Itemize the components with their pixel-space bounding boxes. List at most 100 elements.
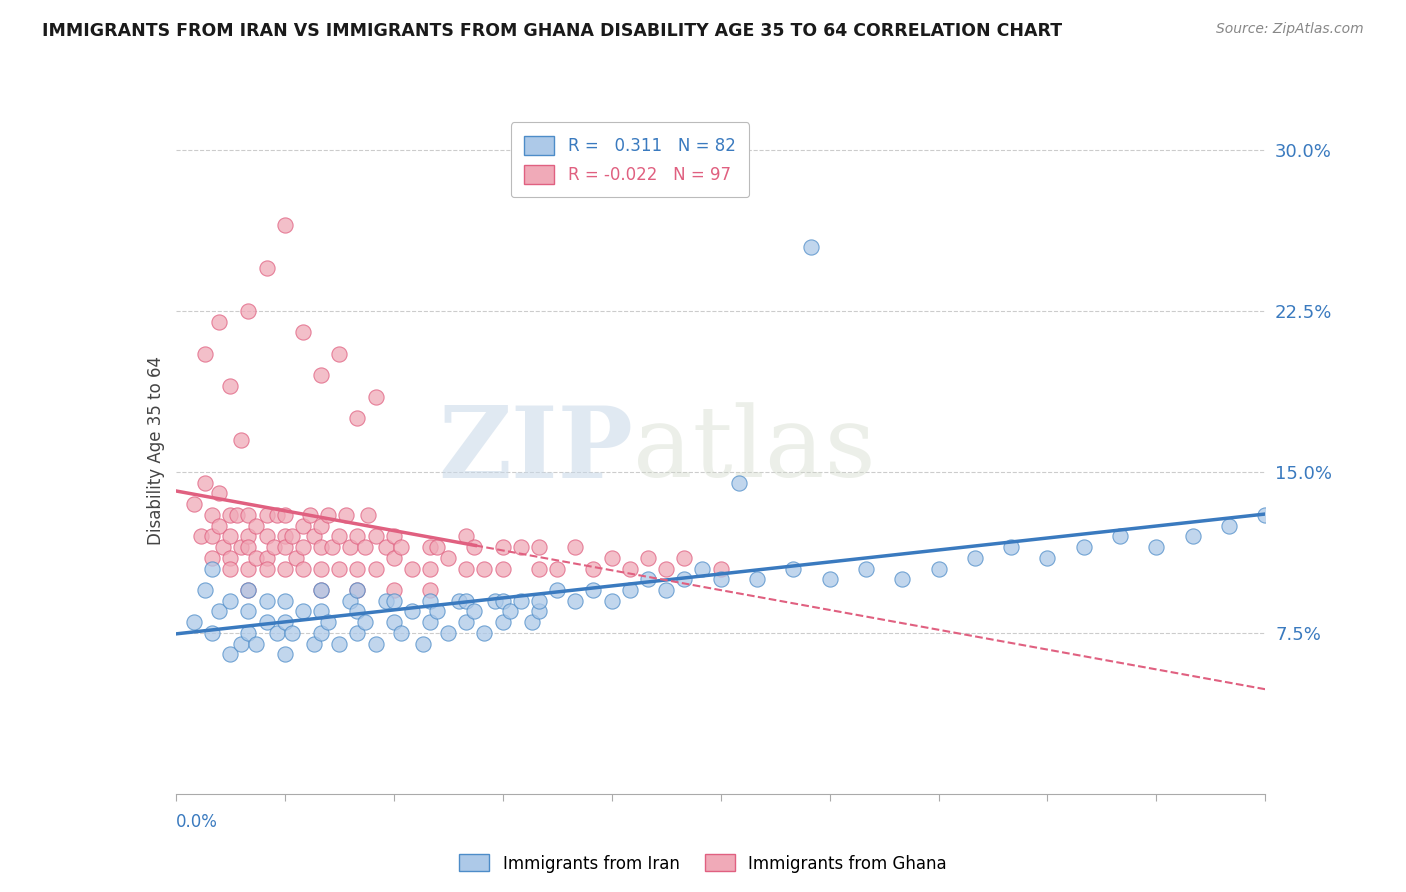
Point: [274, 508, 297, 522]
Point: [419, 582, 441, 597]
Point: [346, 604, 368, 618]
Point: [527, 540, 550, 554]
Point: [492, 540, 515, 554]
Point: [201, 508, 224, 522]
Point: [564, 593, 586, 607]
Point: [963, 550, 986, 565]
Point: [231, 433, 253, 447]
Point: [353, 540, 375, 554]
Point: [456, 529, 478, 543]
Point: [456, 561, 478, 575]
Point: [238, 582, 260, 597]
Point: [291, 540, 314, 554]
Point: [274, 648, 297, 662]
Point: [346, 582, 368, 597]
Point: [219, 508, 242, 522]
Point: [382, 593, 405, 607]
Point: [183, 615, 205, 630]
Point: [238, 508, 260, 522]
Point: [527, 593, 550, 607]
Point: [401, 604, 423, 618]
Point: [339, 540, 361, 554]
Point: [419, 615, 441, 630]
Point: [364, 637, 387, 651]
Point: [582, 582, 605, 597]
Point: [673, 572, 696, 586]
Point: [527, 561, 550, 575]
Point: [201, 561, 224, 575]
Point: [419, 540, 441, 554]
Point: [437, 550, 460, 565]
Point: [346, 582, 368, 597]
Point: [509, 540, 531, 554]
Point: [318, 615, 340, 630]
Point: [382, 550, 405, 565]
Text: Source: ZipAtlas.com: Source: ZipAtlas.com: [1216, 22, 1364, 37]
Point: [346, 529, 368, 543]
Point: [238, 540, 260, 554]
Point: [219, 561, 242, 575]
Point: [419, 593, 441, 607]
Point: [201, 529, 224, 543]
Point: [382, 582, 405, 597]
Point: [245, 637, 267, 651]
Point: [245, 518, 267, 533]
Point: [231, 540, 253, 554]
Point: [309, 368, 332, 383]
Point: [437, 626, 460, 640]
Point: [389, 540, 412, 554]
Point: [1146, 540, 1168, 554]
Point: [219, 648, 242, 662]
Point: [546, 561, 568, 575]
Point: [256, 615, 278, 630]
Point: [256, 508, 278, 522]
Point: [745, 572, 768, 586]
Point: [600, 593, 623, 607]
Point: [274, 218, 297, 232]
Point: [291, 326, 314, 340]
Y-axis label: Disability Age 35 to 64: Disability Age 35 to 64: [146, 356, 165, 545]
Point: [281, 529, 304, 543]
Point: [256, 561, 278, 575]
Point: [219, 550, 242, 565]
Point: [201, 626, 224, 640]
Point: [309, 604, 332, 618]
Point: [456, 615, 478, 630]
Point: [463, 540, 485, 554]
Point: [238, 529, 260, 543]
Point: [710, 572, 733, 586]
Point: [299, 508, 322, 522]
Point: [619, 582, 641, 597]
Point: [266, 508, 288, 522]
Point: [637, 550, 659, 565]
Point: [375, 593, 398, 607]
Point: [309, 518, 332, 533]
Point: [412, 637, 434, 651]
Point: [281, 626, 304, 640]
Point: [309, 626, 332, 640]
Point: [321, 540, 343, 554]
Point: [727, 475, 749, 490]
Point: [328, 529, 350, 543]
Point: [364, 529, 387, 543]
Point: [1073, 540, 1095, 554]
Point: [456, 593, 478, 607]
Point: [619, 561, 641, 575]
Point: [183, 497, 205, 511]
Point: [309, 582, 332, 597]
Point: [389, 626, 412, 640]
Point: [190, 529, 212, 543]
Point: [564, 540, 586, 554]
Point: [818, 572, 841, 586]
Point: [364, 561, 387, 575]
Point: [238, 604, 260, 618]
Point: [274, 540, 297, 554]
Point: [194, 475, 217, 490]
Point: [527, 604, 550, 618]
Point: [238, 582, 260, 597]
Point: [346, 561, 368, 575]
Point: [474, 561, 496, 575]
Point: [353, 615, 375, 630]
Point: [256, 529, 278, 543]
Point: [194, 347, 217, 361]
